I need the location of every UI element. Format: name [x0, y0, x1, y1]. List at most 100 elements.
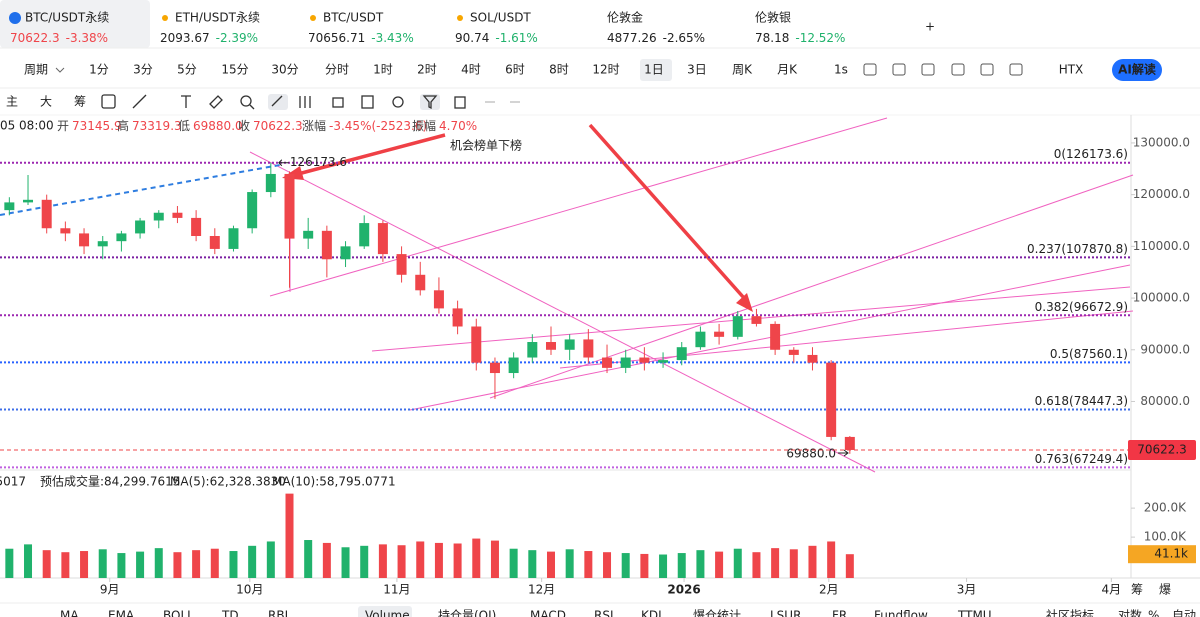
- candle-body: [751, 316, 762, 324]
- indicator-tab[interactable]: LSUR: [770, 609, 801, 617]
- volume-bar: [378, 544, 387, 578]
- interval-button[interactable]: 6时: [505, 63, 525, 77]
- volume-bar: [621, 553, 630, 578]
- ohlc-label: 收: [238, 119, 250, 133]
- candle-body: [770, 323, 781, 350]
- volume-bar: [322, 542, 331, 578]
- indicator-tab[interactable]: KDJ: [641, 609, 662, 617]
- indicator-shortcut[interactable]: 主: [6, 95, 18, 109]
- indicator-shortcut[interactable]: 筹: [74, 95, 86, 109]
- candle-body: [172, 212, 183, 218]
- indicator-tab[interactable]: TTMU: [957, 609, 992, 617]
- volume-bar: [61, 552, 70, 578]
- interval-button[interactable]: 分时: [325, 63, 349, 77]
- ai-button-bg[interactable]: [1112, 59, 1162, 81]
- indicator-tab[interactable]: %: [1148, 609, 1159, 617]
- indicator-tab[interactable]: 自动: [1172, 609, 1196, 617]
- annotation: 机会榜单下榜: [450, 138, 522, 153]
- volume-bar: [80, 551, 89, 578]
- low-marker-label: 69880.0: [786, 446, 836, 460]
- interval-button[interactable]: 15分: [221, 63, 248, 77]
- volume-stat: MA(10):58,795.0771: [272, 475, 396, 489]
- volume-bar: [472, 538, 481, 578]
- ticker-quote: 70656.71 -3.43%: [308, 31, 414, 45]
- volume-bar: [640, 553, 649, 578]
- interval-button[interactable]: 2时: [417, 63, 437, 77]
- indicator-shortcut[interactable]: 大: [40, 95, 52, 109]
- interval-button[interactable]: 4时: [461, 63, 481, 77]
- volume-bar: [154, 548, 163, 578]
- volume-bar: [789, 549, 798, 578]
- interval-button[interactable]: 月K: [777, 63, 798, 77]
- fib-label: 0.763(67249.4): [1035, 452, 1128, 466]
- ticker-name[interactable]: ETH/USDT永续: [175, 11, 260, 25]
- interval-button[interactable]: 1分: [89, 63, 109, 77]
- indicator-tab[interactable]: RSI: [594, 609, 614, 617]
- indicator-tab[interactable]: 社区指标: [1046, 608, 1094, 617]
- volume-bar: [603, 552, 612, 578]
- indicator-tab[interactable]: MACD: [530, 609, 566, 617]
- toolbar-button[interactable]: HTX: [1059, 63, 1084, 77]
- candle-body: [60, 228, 71, 234]
- interval-button[interactable]: 8时: [549, 63, 569, 77]
- indicator-tab[interactable]: EMA: [108, 609, 135, 617]
- indicator-tab[interactable]: 持仓量(OI): [438, 608, 496, 617]
- indicator-tab[interactable]: RBI: [268, 609, 288, 617]
- interval-button[interactable]: 3日: [687, 63, 707, 77]
- drawing-tools[interactable]: [101, 94, 520, 110]
- indicator-tab[interactable]: BOLL: [163, 609, 194, 617]
- indicator-tab[interactable]: MA: [60, 609, 79, 617]
- indicator-tab[interactable]: Fundflow: [874, 609, 928, 617]
- tool-icon[interactable]: [892, 63, 906, 76]
- candle-body: [359, 223, 370, 247]
- ticker-name[interactable]: BTC/USDT永续: [25, 11, 109, 25]
- tool-icon[interactable]: [980, 63, 994, 76]
- candle-body: [788, 349, 799, 355]
- ohlc-label: 开: [57, 119, 69, 133]
- interval-button[interactable]: 3分: [133, 63, 153, 77]
- tool-icon[interactable]: [921, 63, 935, 76]
- ohlc-label: 低: [178, 119, 190, 133]
- ticker-name[interactable]: 伦敦银: [755, 10, 791, 25]
- volume-bar: [136, 551, 145, 578]
- add-tab[interactable]: +: [925, 20, 935, 34]
- volume-bar: [434, 542, 443, 578]
- volume-stat: 预估成交量:84,299.7615: [40, 474, 180, 489]
- tool-icon[interactable]: [951, 63, 965, 76]
- ticker-name[interactable]: SOL/USDT: [470, 11, 531, 25]
- interval-button[interactable]: 12时: [592, 63, 619, 77]
- ohlc-info: 涨幅 -3.45%(-2523.6): [302, 118, 427, 133]
- ohlc-info: 低 69880.0: [178, 119, 243, 133]
- indicator-tab[interactable]: TD: [221, 609, 239, 617]
- indicator-tab[interactable]: 爆仓统计: [693, 609, 741, 617]
- candle-body: [396, 254, 407, 275]
- candle-body: [676, 347, 687, 361]
- period-menu[interactable]: 周期: [24, 63, 48, 77]
- volume-stat: MA(5):62,328.3830: [170, 475, 286, 489]
- interval-button[interactable]: 周K: [732, 63, 753, 77]
- ticker-name[interactable]: BTC/USDT: [323, 11, 384, 25]
- toolbar-button[interactable]: 1s: [834, 63, 848, 77]
- corner-button[interactable]: 爆: [1159, 583, 1171, 597]
- interval-button[interactable]: 1日: [644, 63, 664, 77]
- annotation-arrows: [282, 123, 753, 312]
- interval-button[interactable]: 30分: [271, 63, 298, 77]
- tool-icon[interactable]: [863, 63, 877, 76]
- interval-button[interactable]: 5分: [177, 63, 197, 77]
- indicator-tab[interactable]: Volume: [365, 609, 410, 617]
- indicator-tab[interactable]: FR: [832, 609, 847, 617]
- indicator-tab[interactable]: 对数: [1118, 608, 1142, 617]
- y-tick-label: 120000.0: [1133, 187, 1190, 201]
- ticker-price: 70622.3: [10, 31, 60, 45]
- candle-body: [732, 316, 743, 337]
- tool-icon[interactable]: [1009, 63, 1023, 76]
- toolbar-button[interactable]: AI解读: [1118, 62, 1156, 77]
- ticker-name[interactable]: 伦敦金: [607, 10, 643, 25]
- high-marker-label: 126173.6: [290, 155, 347, 169]
- volume-bar: [509, 548, 518, 578]
- interval-button[interactable]: 1时: [373, 63, 393, 77]
- bar-time: 2-05 08:00: [0, 119, 54, 133]
- corner-button[interactable]: 筹: [1131, 583, 1143, 597]
- candle-body: [377, 223, 388, 255]
